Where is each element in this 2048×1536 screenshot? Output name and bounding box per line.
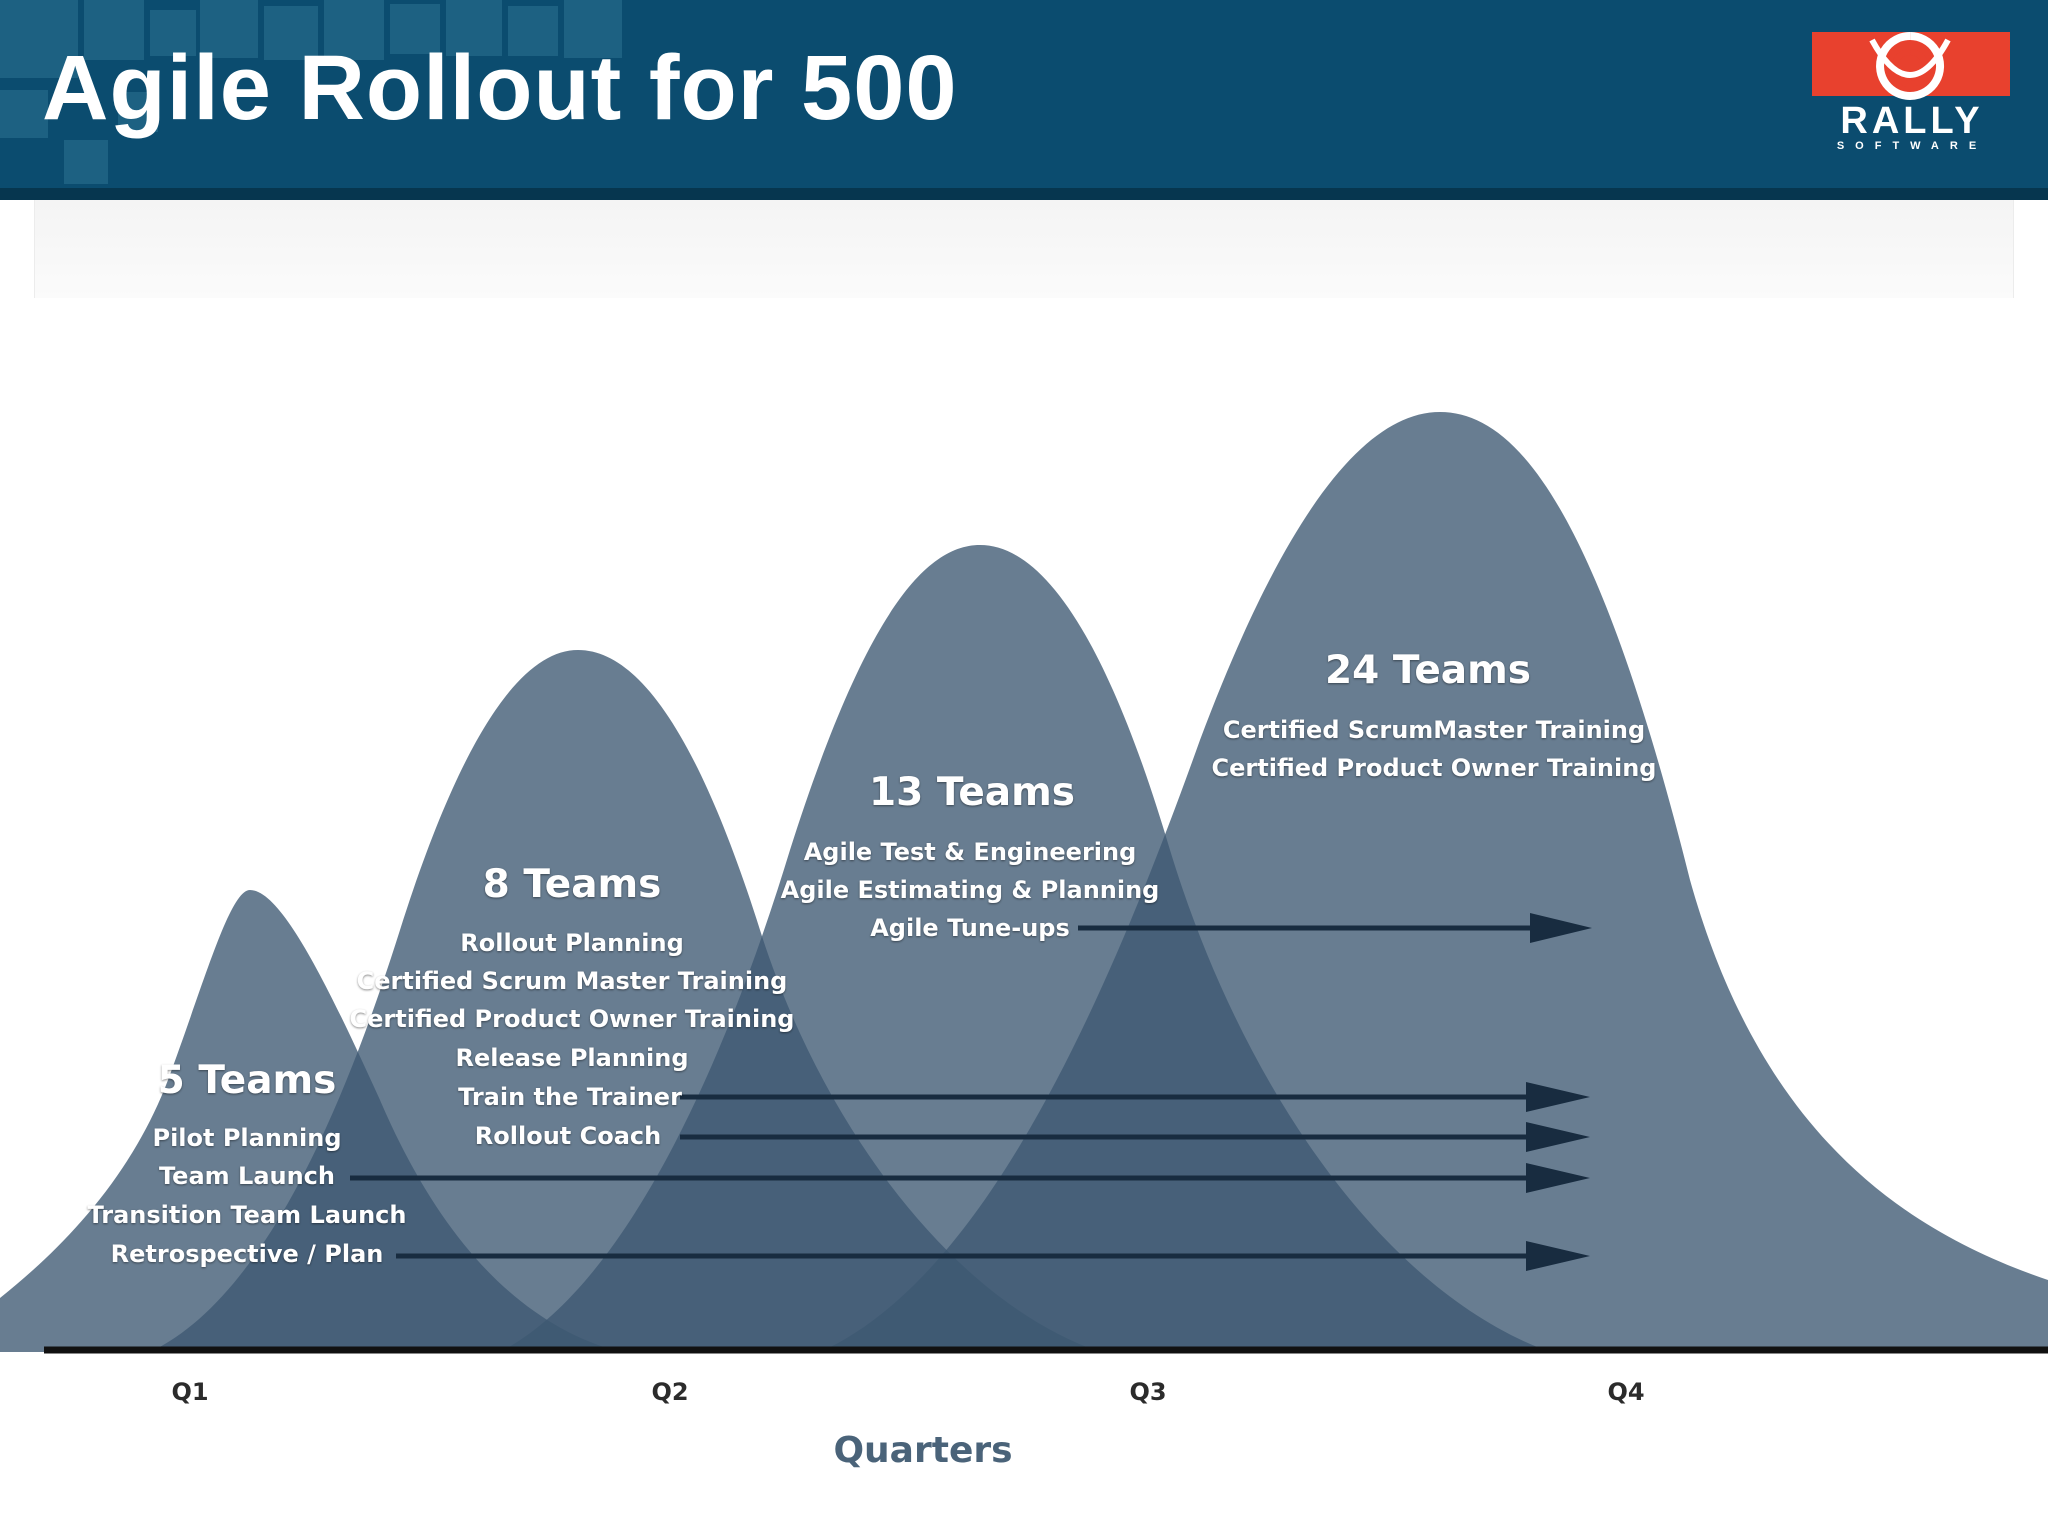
header-decor-tile [564, 0, 622, 58]
stage-3-item: Agile Tune-ups [870, 914, 1070, 942]
header-decor-tile [118, 92, 158, 132]
stage-4-heading: 24 Teams [1325, 648, 1531, 693]
header-decor-tile [64, 140, 108, 184]
header-divider [0, 188, 2048, 200]
stage-2-item: Certified Scrum Master Training [356, 967, 788, 995]
axis-tick-q1: Q1 [171, 1378, 209, 1406]
header-decor-tile [324, 0, 384, 60]
header-decor-tile [0, 90, 48, 138]
stage-1-heading: 5 Teams [157, 1058, 337, 1103]
stage-3-heading: 13 Teams [869, 770, 1075, 815]
arrow-head [1526, 1082, 1590, 1112]
stage-4-item: Certified Product Owner Training [1211, 754, 1657, 782]
stage-1-item: Retrospective / Plan [110, 1240, 384, 1268]
arrow-head [1530, 913, 1592, 943]
axis-tick-q3: Q3 [1129, 1378, 1167, 1406]
axis-title: Quarters [833, 1430, 1013, 1471]
stage-2-item: Rollout Planning [460, 929, 684, 957]
stage-4-item: Certified ScrumMaster Training [1222, 716, 1646, 744]
header-decor-tile [84, 0, 144, 60]
header-decor-tile [446, 0, 502, 56]
arrow-head [1526, 1122, 1590, 1152]
stage-3-item: Agile Estimating & Planning [780, 876, 1160, 904]
header-decor-tile [150, 10, 196, 56]
header-decor-tile [264, 6, 318, 60]
stage-1-item: Transition Team Launch [87, 1201, 407, 1229]
logo-subword: SOFTWARE [1836, 140, 1988, 152]
subheader-band [0, 200, 2048, 298]
arrow-head [1526, 1163, 1590, 1193]
stage-1-item: Team Launch [159, 1162, 335, 1190]
header-bar [0, 0, 2048, 200]
rally-logo-icon [1812, 32, 2010, 100]
stage-2-item: Rollout Coach [474, 1122, 662, 1150]
axis-tick-q4: Q4 [1607, 1378, 1645, 1406]
header-decor-tile [390, 4, 440, 54]
header-decor-tile [0, 0, 78, 78]
stage-1-curve [0, 890, 620, 1352]
logo-wordmark: RALLY [1840, 100, 1984, 142]
header-decor-tile [200, 0, 258, 58]
stage-2-item: Certified Product Owner Training [349, 1005, 795, 1033]
stage-4-curve [820, 412, 2048, 1352]
stage-2-heading: 8 Teams [482, 862, 662, 907]
continuation-arrows [350, 913, 1592, 1271]
stage-3-item: Agile Test & Engineering [803, 838, 1137, 866]
stage-2-item: Train the Trainer [458, 1083, 682, 1111]
arrow-head [1526, 1241, 1590, 1271]
header-decor-tile [508, 6, 558, 56]
stage-2-item: Release Planning [455, 1044, 689, 1072]
axis-tick-q2: Q2 [651, 1378, 689, 1406]
slide-title: Agile Rollout for 500 [42, 37, 958, 139]
stage-1-item: Pilot Planning [152, 1124, 342, 1152]
